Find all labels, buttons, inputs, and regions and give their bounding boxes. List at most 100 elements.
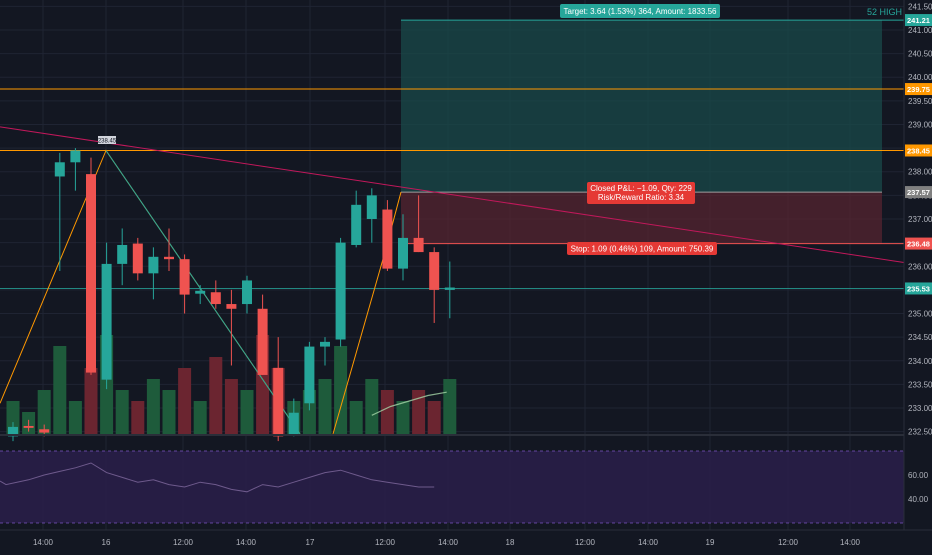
candle[interactable] (382, 200, 393, 271)
volume-bar (349, 401, 363, 434)
candle[interactable] (148, 247, 159, 300)
time-tick-label: 14:00 (236, 538, 257, 547)
price-tick-label: 233.00 (908, 404, 932, 413)
candle[interactable] (429, 247, 440, 323)
pane-separator[interactable] (0, 434, 904, 436)
price-marker-241-21[interactable]: 241.21 (905, 14, 932, 27)
trendline-label: 238.45 (98, 139, 117, 145)
price-tick-label: 241.50 (908, 2, 932, 11)
volume-bar (178, 368, 192, 434)
candle-body (257, 308, 268, 375)
price-marker-238-45[interactable]: 238.45 (905, 144, 932, 157)
candle-body (39, 429, 50, 433)
volume-bar (53, 346, 67, 434)
candle-body (86, 174, 96, 373)
candle-body (320, 341, 330, 347)
rsi-tick-label: 60.00 (908, 471, 929, 480)
price-marker-text: 238.45 (907, 146, 930, 155)
time-tick-label: 14:00 (840, 538, 861, 547)
candle[interactable] (70, 148, 81, 191)
target-zone[interactable] (401, 20, 882, 193)
position-tool[interactable] (401, 20, 882, 244)
price-marker-239-75[interactable]: 239.75 (905, 83, 932, 96)
candle[interactable] (54, 152, 65, 271)
candle[interactable] (8, 422, 18, 442)
volume-bar (115, 390, 129, 434)
price-axis[interactable]: 241.50 241.00 240.50 240.00 239.50 239.00 238.… (903, 0, 932, 550)
price-marker-text: 241.21 (907, 16, 930, 25)
candle[interactable] (86, 157, 96, 375)
price-tick-label: 239.50 (908, 97, 932, 106)
price-tick-label: 237.00 (908, 215, 932, 224)
candle[interactable] (117, 228, 128, 286)
candle[interactable] (273, 337, 284, 442)
volume-bar (6, 401, 20, 434)
candle[interactable] (304, 341, 315, 411)
price-tick-label: 238.00 (908, 168, 932, 177)
candle[interactable] (179, 254, 190, 314)
downtrend-line[interactable] (0, 126, 905, 263)
volume-bar (224, 379, 238, 434)
candle[interactable] (23, 419, 34, 432)
candle-body (398, 237, 408, 269)
volume-bars (6, 335, 457, 434)
candle[interactable] (195, 285, 206, 305)
volume-bar (37, 390, 51, 434)
candle-body (164, 256, 174, 260)
price-marker-235-53[interactable]: 235.53 (905, 282, 932, 295)
candle[interactable] (335, 237, 346, 347)
candle[interactable] (288, 398, 299, 437)
closed-pnl-box (587, 182, 695, 204)
volume-bar (396, 401, 410, 434)
closed-pnl-text: Closed P&L: −1.09, Qty: 229 (590, 184, 692, 193)
candle-body (8, 426, 18, 437)
target-banner-text: Target: 3.64 (1.53%) 364, Amount: 1833.5… (564, 7, 718, 16)
rsi-pane[interactable] (0, 434, 904, 524)
volume-bar (146, 379, 160, 434)
candle-body (288, 412, 299, 434)
candle[interactable] (242, 275, 252, 314)
time-tick-label: 12:00 (575, 538, 596, 547)
price-marker-bg (905, 237, 932, 250)
rsi-line (0, 462, 435, 493)
candle[interactable] (351, 190, 362, 248)
high-label: 52 HIGH (867, 7, 902, 17)
candle-body (195, 290, 206, 294)
time-tick-label: 18 (506, 538, 515, 547)
price-tick-label: 234.00 (908, 357, 932, 366)
volume-bar (380, 390, 394, 434)
volume-bar (131, 401, 145, 434)
risk-reward-text: Risk/Reward Ratio: 3.34 (598, 193, 685, 202)
candle[interactable] (210, 280, 221, 309)
candle-body (413, 237, 424, 253)
candle[interactable] (398, 214, 408, 281)
price-marker-text: 239.75 (907, 85, 930, 94)
candle-body (226, 304, 237, 309)
price-marker-bg (905, 282, 932, 295)
candle[interactable] (101, 242, 112, 390)
candle-body (351, 204, 362, 245)
price-tick-label: 240.50 (908, 50, 932, 59)
time-tick-label: 17 (306, 538, 315, 547)
candle[interactable] (132, 237, 143, 281)
price-marker-236-48[interactable]: 236.48 (905, 237, 932, 250)
time-tick-label: 12:00 (375, 538, 396, 547)
candle-body (366, 195, 377, 219)
volume-bar (193, 401, 207, 434)
candle[interactable] (444, 261, 455, 319)
candle-body (429, 252, 440, 290)
time-axis[interactable]: 14:00 16 12:00 14:00 17 12:00 14:00 18 12:00 14:0… (0, 529, 932, 547)
candle[interactable] (320, 337, 330, 366)
time-tick-label: 14:00 (438, 538, 459, 547)
volume-bar (84, 368, 98, 434)
candlesticks[interactable] (8, 148, 455, 442)
candle[interactable] (366, 188, 377, 243)
candle[interactable] (164, 228, 174, 271)
candle-body (242, 280, 252, 305)
price-marker-237-57[interactable]: 237.57 (905, 186, 932, 199)
candle[interactable] (226, 289, 237, 366)
candle[interactable] (413, 195, 424, 253)
candle[interactable] (257, 294, 268, 375)
